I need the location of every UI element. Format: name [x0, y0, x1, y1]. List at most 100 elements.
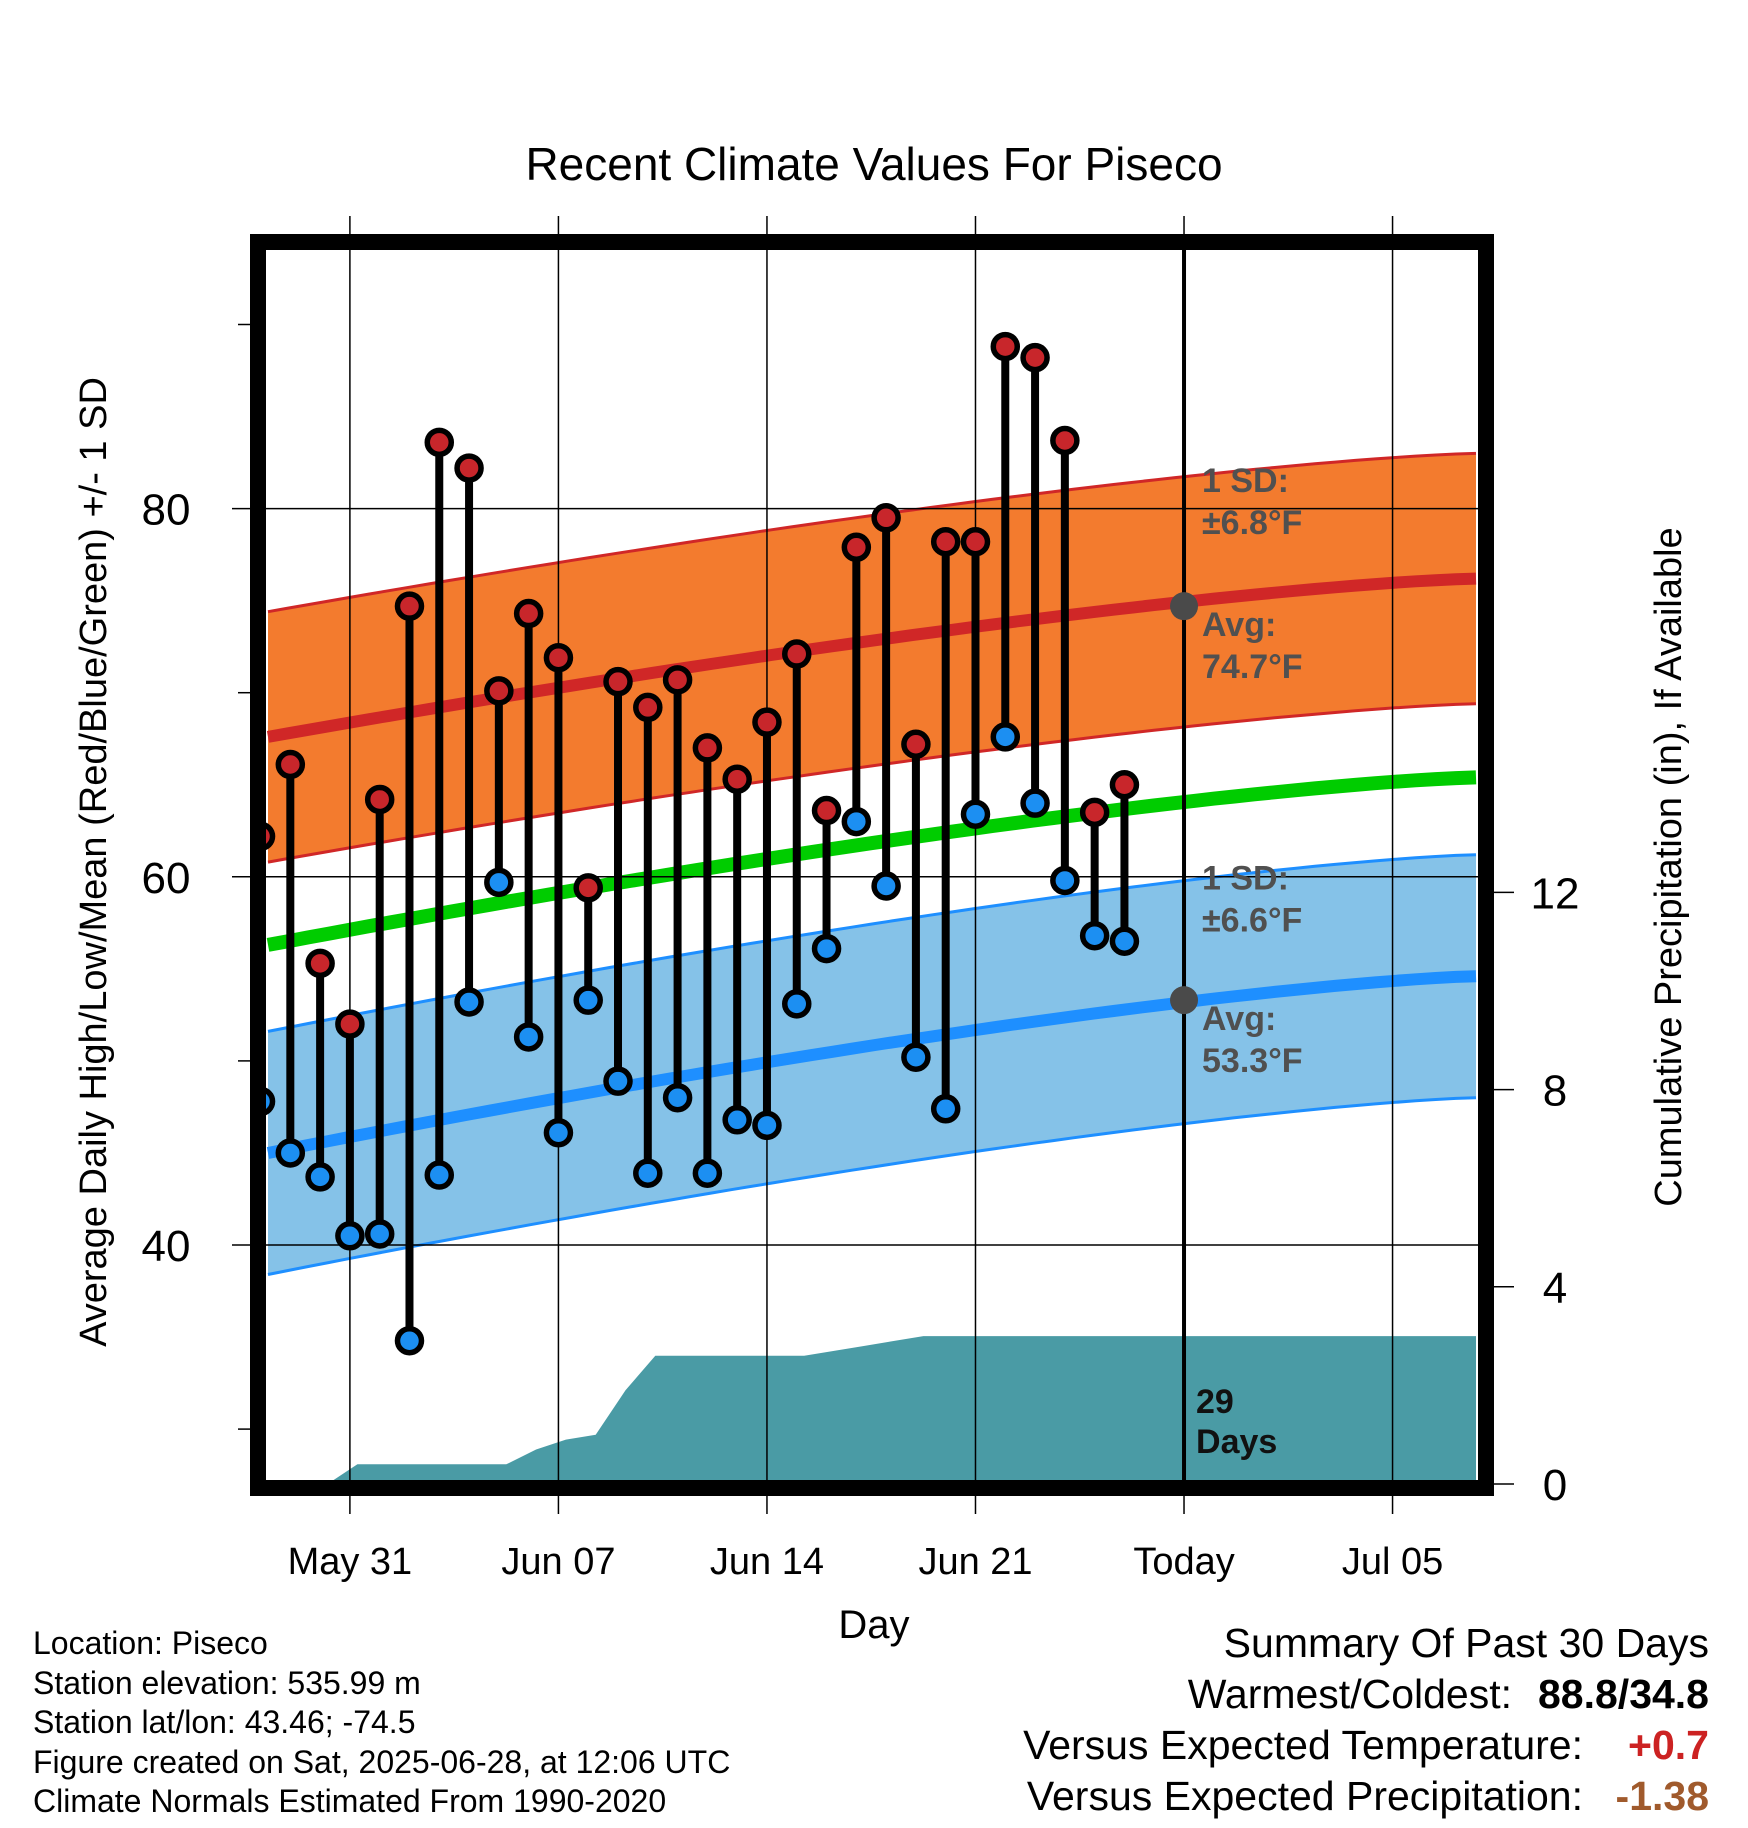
daily-high-point [1079, 797, 1110, 828]
low-sd-value: ±6.6°F [1202, 902, 1302, 940]
daily-high-point [573, 873, 603, 903]
normal-high-band [268, 453, 1476, 863]
daily-high-point [752, 707, 782, 737]
daily-low-point [1020, 788, 1050, 818]
high-sd-value: ±6.8°F [1202, 504, 1302, 542]
summary-panel: Summary Of Past 30 Days Warmest/Coldest:… [1023, 1618, 1709, 1822]
daily-high-point [543, 642, 574, 673]
daily-high-point [841, 532, 872, 563]
daily-high-point [1050, 425, 1080, 456]
daily-high-point [603, 666, 633, 697]
normals-text: Climate Normals Estimated From 1990-2020 [33, 1783, 667, 1819]
daily-low-point [811, 933, 842, 964]
summary-precip: Versus Expected Precipitation: -1.38 [1023, 1771, 1709, 1822]
x-tick-label: Jun 07 [501, 1541, 615, 1583]
x-tick-label: Jun 21 [918, 1541, 1032, 1583]
daily-low-point [692, 1158, 723, 1188]
y2-tick-label: 0 [1543, 1461, 1567, 1510]
today-normal-high-marker [1170, 592, 1199, 621]
daily-low-point [1109, 926, 1140, 956]
temp-value: +0.7 [1628, 1722, 1709, 1768]
temp-label: Versus Expected Temperature: [1023, 1722, 1583, 1768]
daily-low-point [573, 985, 603, 1015]
high-avg-label: Avg: [1202, 606, 1276, 644]
daily-high-point [275, 749, 306, 780]
y2-tick-label: 4 [1543, 1264, 1567, 1313]
daily-low-point [335, 1221, 365, 1251]
daily-high-point [692, 733, 723, 763]
daily-low-point [722, 1105, 752, 1135]
daily-high-point [364, 784, 395, 815]
daily-low-point [424, 1160, 455, 1190]
daily-low-point [305, 1162, 335, 1192]
daily-low-point [782, 989, 812, 1019]
daily-low-point [901, 1042, 931, 1072]
x-tick-label: May 31 [288, 1541, 413, 1583]
daily-low-point [960, 799, 991, 829]
daily-high-point [990, 331, 1021, 362]
x-axis-label: Day [838, 1603, 909, 1647]
location-text: Location: Piseco [33, 1625, 268, 1661]
daily-high-point [305, 948, 335, 979]
chart-title: Recent Climate Values For Piseco [525, 138, 1222, 190]
daily-low-point [394, 1325, 425, 1356]
high-avg-value: 74.7°F [1202, 648, 1303, 686]
daily-low-point [662, 1082, 693, 1113]
y2-axis-label: Cumulative Precipitation (in), If Availa… [1648, 527, 1690, 1206]
daily-high-point [960, 526, 991, 557]
y-tick-label: 40 [142, 1222, 191, 1271]
x-tick-label: Today [1133, 1541, 1234, 1583]
y2-tick-label: 12 [1531, 869, 1580, 918]
daily-high-point [454, 453, 484, 483]
daily-low-point [841, 806, 872, 837]
x-tick-label: Jun 14 [710, 1541, 824, 1583]
plot-content [262, 246, 1482, 1484]
daily-low-point [543, 1117, 574, 1148]
high-sd-label: 1 SD: [1202, 462, 1289, 500]
daily-high-point [662, 665, 693, 695]
summary-temp: Versus Expected Temperature: +0.7 [1023, 1720, 1709, 1771]
daily-low-point [1079, 920, 1110, 951]
precip-label: Versus Expected Precipitation: [1026, 1773, 1583, 1819]
precip-days-number: 29 [1196, 1383, 1234, 1421]
precip-area [268, 1336, 1482, 1484]
y2-tick-label: 8 [1543, 1067, 1567, 1116]
y-tick-label: 80 [142, 486, 191, 535]
daily-low-point [513, 1022, 544, 1052]
daily-high-point [335, 1009, 365, 1039]
y-tick-label: 60 [142, 854, 191, 903]
daily-high-point [484, 676, 514, 706]
daily-low-point [633, 1158, 663, 1188]
daily-high-point [1109, 770, 1140, 800]
daily-high-point [424, 427, 455, 458]
daily-high-point [633, 692, 663, 723]
daily-high-point [722, 764, 752, 794]
daily-low-point [603, 1066, 633, 1096]
created-text: Figure created on Sat, 2025-06-28, at 12… [33, 1743, 731, 1780]
warm-cold-label: Warmest/Coldest: [1187, 1671, 1512, 1717]
y-axis-label: Average Daily High/Low/Mean (Red/Blue/Gr… [73, 377, 115, 1347]
summary-title: Summary Of Past 30 Days [1223, 1620, 1709, 1666]
daily-high-point [901, 729, 931, 759]
latlon-text: Station lat/lon: 43.46; -74.5 [33, 1704, 416, 1740]
daily-low-point [364, 1219, 395, 1249]
low-avg-label: Avg: [1202, 1000, 1276, 1038]
low-sd-label: 1 SD: [1202, 860, 1289, 898]
precip-days-unit: Days [1196, 1423, 1277, 1461]
daily-high-point [1020, 342, 1050, 373]
summary-warm-cold: Warmest/Coldest: 88.8/34.8 [1023, 1669, 1709, 1720]
daily-high-point [513, 598, 544, 629]
daily-high-point [782, 639, 812, 669]
today-normal-low-marker [1170, 986, 1199, 1015]
normal-low-line [266, 970, 1477, 1159]
elevation-text: Station elevation: 535.99 m [33, 1664, 421, 1701]
daily-low-point [930, 1094, 961, 1124]
daily-low-point [454, 987, 484, 1017]
daily-high-point [871, 503, 901, 533]
daily-low-point [990, 722, 1021, 752]
low-avg-value: 53.3°F [1202, 1042, 1303, 1080]
daily-high-point [811, 795, 842, 826]
plot-frame [250, 234, 1494, 1496]
daily-low-point [871, 871, 901, 901]
